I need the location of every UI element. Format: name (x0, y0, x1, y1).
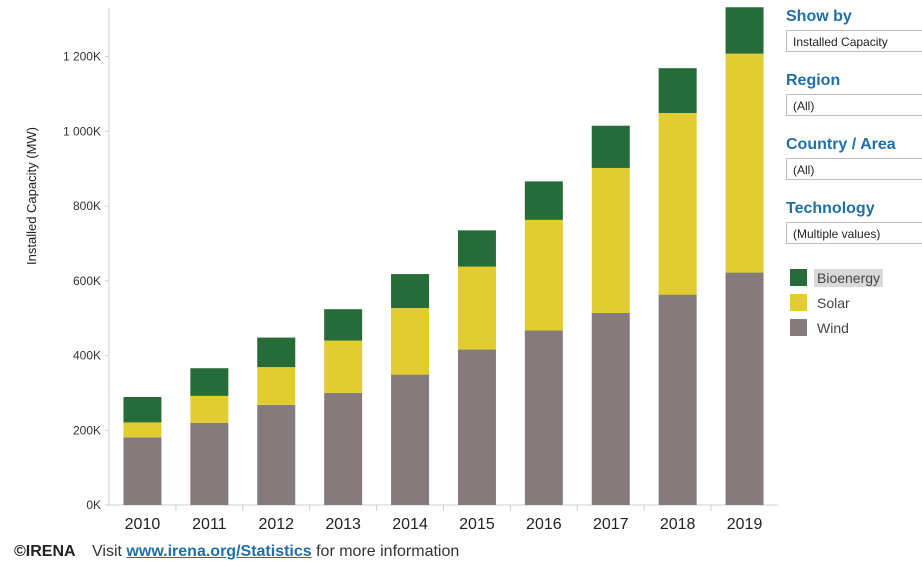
region-select[interactable]: (All) (786, 94, 922, 116)
y-tick-label: 800K (73, 199, 101, 213)
x-tick-label: 2015 (459, 516, 495, 533)
bar-solar-2016 (524, 219, 563, 331)
bar-wind-2010 (123, 437, 162, 505)
footer-prefix: Visit (92, 543, 122, 560)
bar-bioenergy-2015 (457, 230, 496, 267)
bar-bioenergy-2014 (391, 274, 430, 309)
bar-wind-2017 (591, 312, 630, 505)
bar-bioenergy-2013 (324, 309, 363, 341)
legend-item-solar[interactable]: Solar (790, 290, 883, 315)
y-tick-label: 200K (73, 423, 101, 437)
stacked-bar-chart: 0K 200K 400K 600K 800K 1 000K 1 200K Installed … (24, 7, 778, 533)
legend-label-bioenergy: Bioenergy (814, 268, 884, 287)
legend-label-wind: Wind (817, 319, 849, 336)
y-tick-label: 1 200K (63, 50, 101, 64)
bar-wind-2016 (524, 330, 563, 505)
bar-bioenergy-2019 (725, 7, 764, 54)
legend-label-solar: Solar (817, 294, 850, 311)
irena-brand: ©IRENA (14, 543, 76, 560)
legend-swatch-wind (790, 319, 807, 336)
bar-bioenergy-2016 (524, 181, 563, 220)
bar-wind-2014 (391, 374, 430, 505)
bar-wind-2012 (257, 404, 296, 505)
bar-solar-2011 (190, 395, 229, 423)
show-by-title: Show by (786, 8, 852, 25)
y-axis-title: Installed Capacity (MW) (24, 127, 39, 265)
bar-wind-2019 (725, 272, 764, 505)
bar-bioenergy-2011 (190, 368, 229, 396)
country-area-title: Country / Area (786, 136, 896, 153)
bar-solar-2014 (391, 308, 430, 375)
legend: Bioenergy Solar Wind (790, 265, 884, 340)
bar-solar-2019 (725, 53, 764, 273)
x-tick-label: 2013 (325, 516, 361, 533)
technology-title: Technology (786, 200, 875, 217)
region-title: Region (786, 72, 841, 89)
x-tick-label: 2014 (392, 516, 428, 533)
show-by-select[interactable]: Installed Capacity (786, 30, 922, 52)
footer: ©IRENA Visit www.irena.org/Statistics fo… (14, 543, 459, 561)
x-tick-label: 2011 (192, 516, 227, 533)
x-tick-label: 2019 (727, 516, 763, 533)
x-tick-label: 2018 (660, 516, 696, 533)
filter-panel: Show by Installed Capacity Region (All) … (786, 6, 922, 262)
bar-wind-2011 (190, 422, 229, 505)
y-tick-label: 600K (73, 274, 101, 288)
bar-bioenergy-2018 (658, 68, 697, 114)
footer-suffix: for more information (316, 543, 460, 560)
bar-solar-2017 (591, 167, 630, 313)
bar-solar-2015 (457, 266, 496, 350)
technology-select[interactable]: (Multiple values) (786, 222, 922, 244)
bar-bioenergy-2017 (591, 125, 630, 168)
legend-swatch-solar (790, 294, 807, 311)
bar-wind-2018 (658, 294, 697, 505)
bar-solar-2018 (658, 113, 697, 295)
bar-solar-2012 (257, 367, 296, 405)
legend-item-bioenergy[interactable]: Bioenergy (790, 265, 884, 290)
y-tick-label: 0K (86, 498, 101, 512)
legend-item-wind[interactable]: Wind (790, 315, 883, 340)
x-tick-label: 2010 (125, 516, 161, 533)
statistics-link[interactable]: www.irena.org/Statistics (126, 543, 312, 560)
bar-solar-2013 (324, 340, 363, 393)
bar-solar-2010 (123, 422, 162, 438)
x-tick-label: 2016 (526, 516, 562, 533)
legend-swatch-bioenergy (790, 269, 807, 286)
x-tick-label: 2017 (593, 516, 629, 533)
bar-wind-2015 (457, 349, 496, 505)
y-tick-label: 1 000K (63, 124, 101, 138)
y-tick-label: 400K (73, 349, 101, 363)
country-area-select[interactable]: (All) (786, 158, 922, 180)
bar-bioenergy-2012 (257, 337, 296, 368)
bar-bioenergy-2010 (123, 397, 162, 423)
x-tick-label: 2012 (258, 516, 294, 533)
bar-wind-2013 (324, 392, 363, 505)
